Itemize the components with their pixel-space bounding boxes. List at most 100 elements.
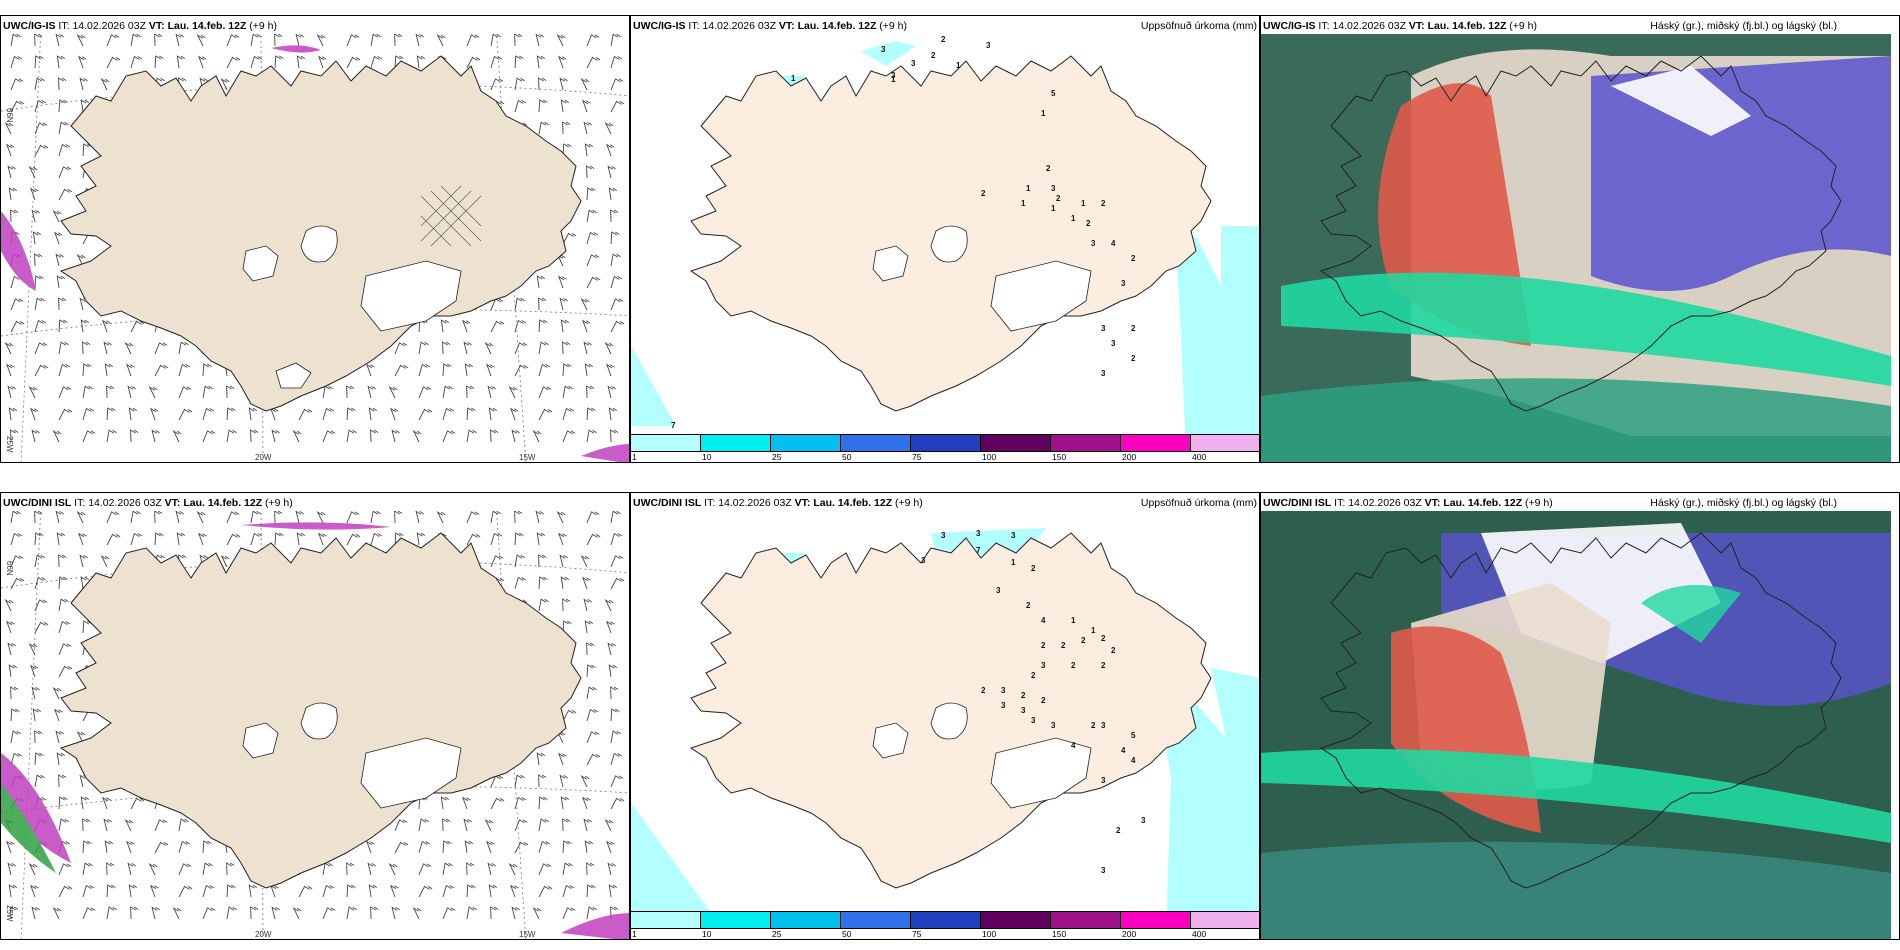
- wind-barb: [175, 33, 184, 47]
- wind-barb: [28, 863, 38, 876]
- wind-barb: [34, 599, 48, 612]
- wind-barb: [82, 143, 92, 157]
- wind-barb: [484, 819, 494, 832]
- precip-value-label: 2: [931, 51, 936, 60]
- wind-barb: [34, 319, 47, 333]
- wind-barb: [562, 818, 571, 832]
- wind-barb: [508, 386, 518, 399]
- panel-cloud-dini: UWC/DINI ISL IT: 14.02.2026 03Z VT: Lau.…: [1260, 492, 1900, 940]
- precip-value-label: 4: [1071, 741, 1076, 750]
- wind-barb: [250, 510, 261, 524]
- wind-barb: [154, 342, 168, 355]
- wind-barb: [346, 533, 361, 546]
- wind-barb: [58, 408, 73, 421]
- wind-barb: [52, 687, 62, 700]
- wind-barb: [538, 363, 551, 377]
- wind-barb: [368, 884, 378, 898]
- precip-value-label: 1: [891, 75, 896, 84]
- wind-barb: [562, 430, 576, 443]
- wind-barb: [202, 862, 213, 876]
- colorbar-swatch: [841, 435, 911, 451]
- wind-barb: [394, 841, 409, 854]
- wind-barb: [296, 55, 306, 69]
- wind-barb: [76, 731, 86, 744]
- wind-barb: [202, 884, 215, 898]
- precip-value-label: 1: [1081, 199, 1086, 208]
- wind-barb: [202, 430, 216, 443]
- wind-barb: [586, 862, 595, 876]
- precip-value-label: 1: [1091, 626, 1096, 635]
- wind-barb: [202, 840, 212, 854]
- wind-barb: [126, 363, 135, 377]
- wind-barb: [58, 576, 68, 590]
- colorbar-tick-label: 75: [912, 929, 922, 939]
- lon-label-25: 25W: [5, 905, 14, 922]
- precip-value-label: 1: [1041, 109, 1046, 118]
- wind-barb: [52, 907, 62, 920]
- wind-barb: [418, 341, 429, 355]
- wind-barb: [202, 907, 216, 920]
- wind-barb: [583, 818, 592, 832]
- wind-barb: [412, 907, 422, 920]
- wind-barb: [56, 275, 66, 289]
- wind-barb: [151, 906, 160, 920]
- wind-barb: [370, 33, 381, 47]
- precip-value-label: 5: [1131, 731, 1136, 740]
- precip-value-label: 3: [1091, 239, 1096, 248]
- lon-label-20: 20W: [255, 453, 272, 462]
- wind-barb: [196, 34, 206, 47]
- wind-barb: [226, 56, 241, 69]
- wind-barb: [608, 407, 618, 421]
- wind-barb: [586, 533, 601, 546]
- wind-barb: [4, 122, 14, 135]
- wind-barb: [610, 797, 625, 810]
- glaciers: [872, 225, 1092, 332]
- wind-barb: [466, 884, 476, 898]
- precip-value-label: 2: [1131, 254, 1136, 263]
- wind-barb: [490, 797, 505, 810]
- wind-barb: [34, 510, 43, 524]
- wind-barb: [514, 297, 525, 311]
- cloud-map: [1261, 511, 1891, 939]
- wind-barb: [270, 407, 279, 421]
- wind-barb: [130, 510, 141, 524]
- wind-barb: [583, 121, 592, 135]
- colorbar-swatch: [1051, 435, 1121, 451]
- title-bar: [1, 493, 629, 511]
- wind-barb: [58, 166, 72, 179]
- wind-barb: [58, 554, 67, 568]
- wind-barb: [34, 621, 49, 634]
- wind-barb: [82, 430, 96, 443]
- wind-barb: [34, 77, 45, 91]
- wind-barb: [322, 385, 333, 399]
- wind-barb: [610, 320, 625, 333]
- cloud-map: [1261, 34, 1891, 462]
- wind-barb: [538, 121, 549, 135]
- wind-barb: [296, 532, 306, 546]
- wind-barb: [34, 752, 44, 766]
- wind-barb: [154, 364, 169, 377]
- wind-barb: [80, 796, 90, 810]
- precip-value-label: 3: [1101, 776, 1106, 785]
- wind-barb: [580, 298, 590, 311]
- wind-barb: [100, 78, 110, 91]
- wind-barb: [82, 818, 91, 832]
- wind-barb: [10, 510, 21, 524]
- colorbar-tick-label: 150: [1052, 929, 1067, 939]
- wind-barb: [580, 775, 590, 788]
- wind-barb: [58, 643, 72, 656]
- wind-barb: [226, 407, 236, 421]
- wind-barb: [34, 342, 48, 355]
- wind-barb: [559, 774, 568, 788]
- wind-barb: [79, 77, 88, 91]
- colorbar-swatch: [771, 435, 841, 451]
- wind-barb: [130, 320, 145, 333]
- wind-barb: [82, 341, 91, 355]
- precip-value-label: 2: [1031, 564, 1036, 573]
- precip-value-label: 1: [1071, 214, 1076, 223]
- wind-barb: [58, 665, 73, 678]
- wind-barb: [34, 532, 44, 546]
- wind-barb: [466, 429, 477, 443]
- precip-value-label: 3: [881, 45, 886, 54]
